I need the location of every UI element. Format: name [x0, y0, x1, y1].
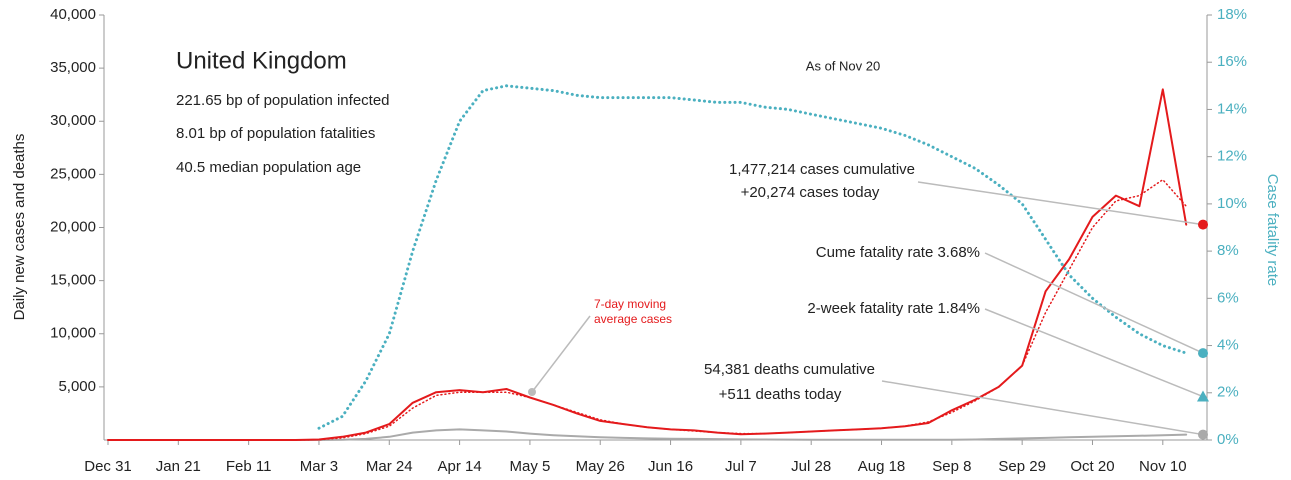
y2-tick-label: 14% [1217, 100, 1247, 117]
end-marker [1198, 348, 1208, 359]
leader-line [917, 181, 1204, 226]
x-tick-label: May 26 [576, 458, 625, 475]
x-tick-label: May 5 [509, 458, 550, 475]
x-tick-label: Sep 8 [932, 458, 971, 475]
y-tick-label: 40,000 [50, 6, 96, 23]
annotation: +20,274 cases today [741, 184, 880, 201]
x-tick-label: Aug 18 [858, 458, 906, 475]
leader-line [531, 315, 591, 393]
y2-tick-label: 16% [1217, 53, 1247, 70]
x-tick-label: Feb 11 [226, 458, 272, 475]
leader-line [984, 308, 1204, 398]
x-tick-label: Mar 24 [366, 458, 413, 475]
y2-tick-label: 0% [1217, 431, 1239, 448]
stat-line: 40.5 median population age [176, 159, 361, 176]
series-line [107, 178, 1187, 441]
y2-tick-label: 2% [1217, 384, 1239, 401]
y2-tick-label: 12% [1217, 148, 1247, 165]
y2-tick-label: 10% [1217, 195, 1247, 212]
y2-tick-label: 4% [1217, 337, 1239, 354]
annotation: Cume fatality rate 3.68% [816, 244, 980, 261]
as-of: As of Nov 20 [806, 58, 880, 73]
chart-title: United Kingdom [176, 47, 347, 74]
x-tick-label: Nov 10 [1139, 458, 1187, 475]
annotation: 2-week fatality rate 1.84% [807, 300, 980, 317]
x-tick-label: Apr 14 [437, 458, 481, 475]
leader-line [984, 252, 1204, 354]
end-marker [1198, 429, 1208, 440]
series-line [317, 84, 1188, 430]
y-tick-label: 10,000 [50, 325, 96, 342]
stat-line: 8.01 bp of population fatalities [176, 125, 375, 142]
annotation: 54,381 deaths cumulative [704, 361, 875, 378]
end-marker [1198, 219, 1208, 230]
y2-tick-label: 18% [1217, 6, 1247, 23]
y-tick-label: 5,000 [58, 378, 96, 395]
x-tick-label: Jul 28 [791, 458, 831, 475]
x-tick-label: Jun 16 [648, 458, 693, 475]
y-tick-label: 20,000 [50, 218, 96, 235]
series-line [107, 88, 1188, 441]
x-tick-label: Jul 7 [725, 458, 757, 475]
annotation: +511 deaths today [719, 386, 842, 403]
x-tick-label: Dec 31 [84, 458, 132, 475]
leader-line [881, 380, 1204, 436]
x-tick-label: Oct 20 [1070, 458, 1114, 475]
annotation: 1,477,214 cases cumulative [729, 161, 915, 178]
x-tick-label: Sep 29 [998, 458, 1046, 475]
label-dot [528, 388, 536, 396]
x-tick-label: Jan 21 [156, 458, 201, 475]
y2-axis-label: Case fatality rate [1264, 174, 1281, 287]
series-label: 7-day moving average cases [594, 297, 673, 326]
x-tick-label: Mar 3 [300, 458, 338, 475]
stat-line: 221.65 bp of population infected [176, 92, 390, 109]
y2-tick-label: 8% [1217, 242, 1239, 259]
end-marker [1197, 390, 1209, 402]
y-tick-label: 35,000 [50, 59, 96, 76]
y2-tick-label: 6% [1217, 289, 1239, 306]
y-axis-label: Daily new cases and deaths [11, 134, 28, 321]
y-tick-label: 30,000 [50, 112, 96, 129]
y-tick-label: 25,000 [50, 165, 96, 182]
series-line [107, 428, 1188, 441]
y-tick-label: 15,000 [50, 272, 96, 289]
